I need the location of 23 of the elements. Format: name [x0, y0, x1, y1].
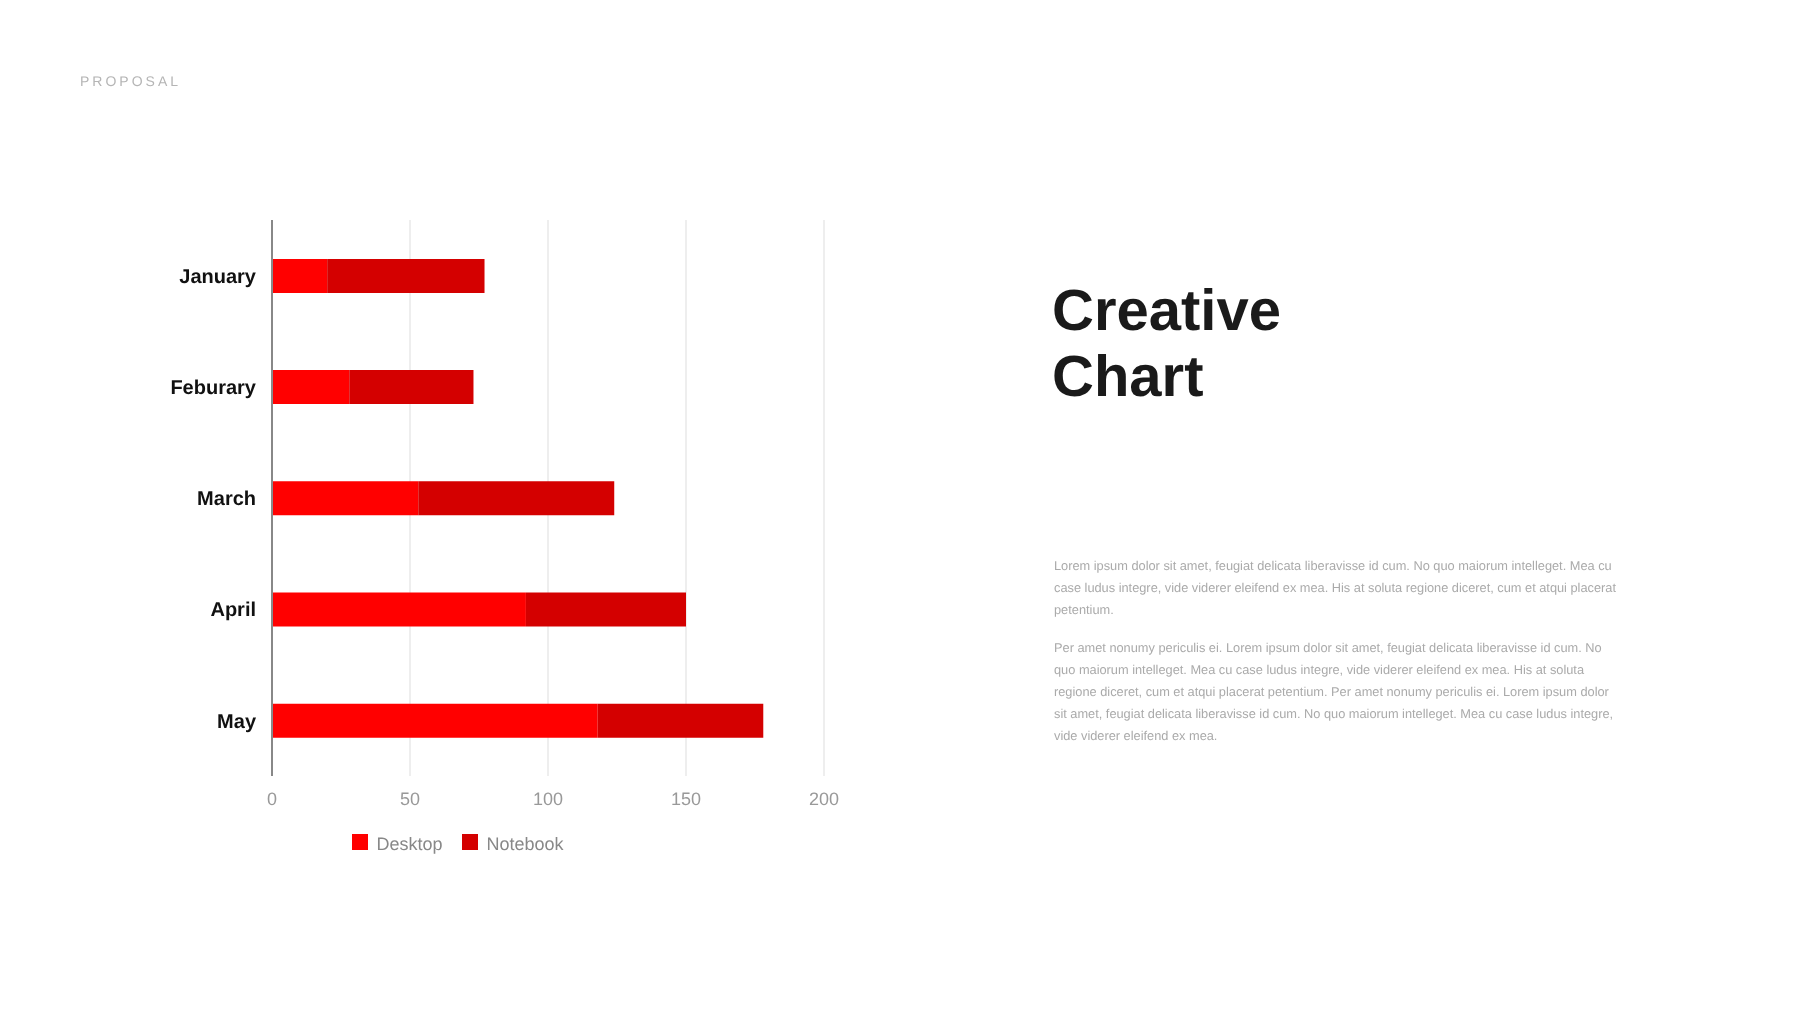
bar	[272, 703, 598, 738]
y-tick-label: Feburary	[170, 377, 257, 400]
y-tick-label: March	[197, 489, 256, 512]
bar	[272, 258, 328, 293]
bar	[272, 370, 350, 405]
bar	[349, 370, 474, 405]
bar	[418, 481, 615, 516]
x-tick-label: 0	[266, 788, 278, 809]
y-tick-label: May	[217, 711, 257, 734]
bar	[525, 592, 686, 627]
y-tick-label: April	[210, 600, 257, 623]
x-tick-label: 50	[399, 788, 421, 809]
text: Creative Chart	[1052, 280, 1283, 412]
bar	[327, 258, 485, 293]
bar	[272, 592, 526, 627]
bar	[272, 481, 419, 516]
y-tick-label: January	[179, 266, 257, 289]
legend-label: Notebook	[486, 834, 564, 854]
x-tick-label: 150	[670, 788, 702, 809]
x-tick-label: 100	[532, 788, 564, 809]
bar	[597, 703, 764, 738]
legend-label: Desktop	[376, 834, 443, 854]
x-tick-label: 200	[808, 788, 840, 809]
